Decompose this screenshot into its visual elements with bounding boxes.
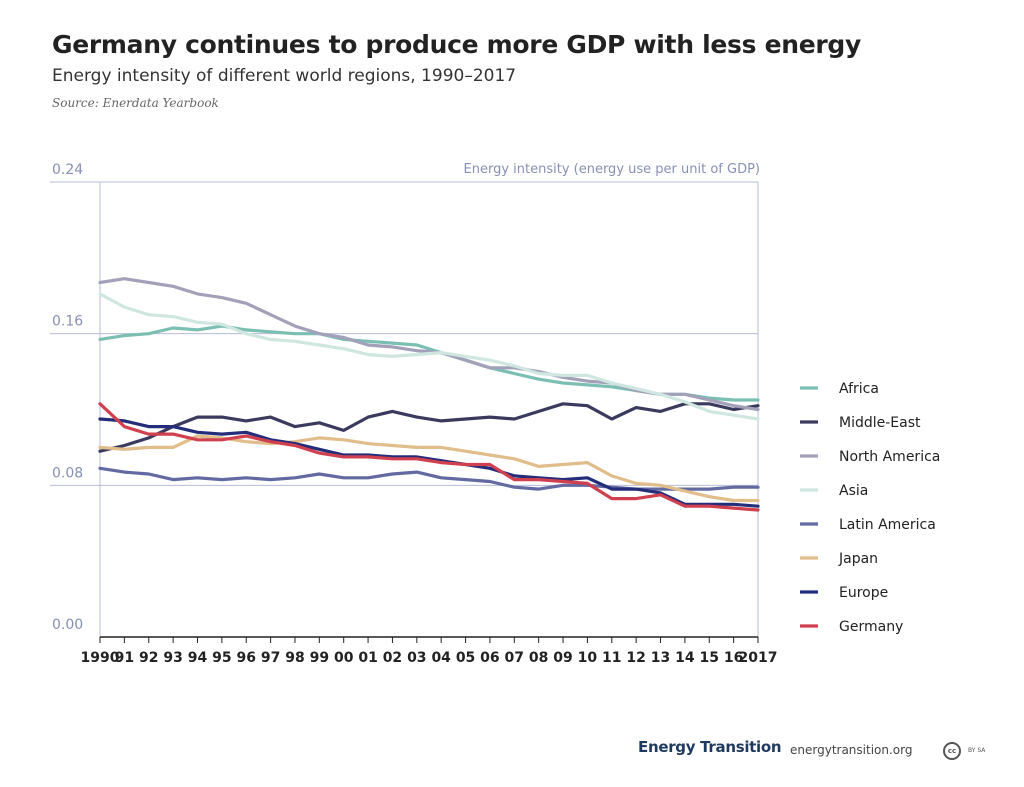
chart-subtitle: Energy intensity of different world regi… [52,66,517,86]
legend-label: Japan [838,551,878,567]
x-tick-label: 2017 [739,650,778,666]
x-tick-label: 13 [651,650,670,666]
x-tick-label: 07 [505,650,524,666]
y-tick-label: 0.00 [52,617,83,633]
x-tick-label: 12 [626,650,645,666]
x-tick-label: 04 [431,650,451,666]
x-tick-label: 00 [334,650,354,666]
x-tick-label: 95 [212,650,231,666]
y-tick-label: 0.08 [52,465,83,481]
x-tick-label: 06 [480,650,499,666]
y-tick-labels: 0.00 0.08 0.16 0.24 [52,162,83,633]
series-lines [98,277,760,512]
x-tick-label: 14 [675,650,695,666]
site-url[interactable]: energytransition.org [790,743,913,757]
x-tick-label: 08 [529,650,548,666]
x-tick-label: 1990 [81,650,120,666]
x-tick-label: 01 [358,650,377,666]
chart-source: Source: Enerdata Yearbook [52,96,219,110]
series-line-japan [98,434,760,503]
series-line-africa [98,324,760,402]
x-tick-label: 16 [724,650,743,666]
x-tick-label: 09 [553,650,572,666]
series-line-north-america [98,277,760,412]
y-tick-label: 0.16 [52,314,83,330]
series-line-germany [98,402,760,512]
x-tick-label: 05 [456,650,475,666]
x-tick-label: 96 [236,650,255,666]
x-tick-label: 10 [578,650,598,666]
y-tick-label: 0.24 [52,162,83,178]
x-tick-label: 98 [285,650,304,666]
brand-logo-text[interactable]: Energy Transition [638,738,782,756]
axes [99,182,759,643]
legend-label: Asia [839,483,868,499]
x-tick-label: 97 [261,650,280,666]
grid-lines [50,181,758,486]
x-tick-label: 02 [383,650,402,666]
legend-label: Latin America [839,517,936,533]
series-line-asia [98,292,760,421]
series-line-europe [98,417,760,508]
x-tick-label: 11 [602,650,621,666]
x-tick-label: 15 [700,650,719,666]
x-tick-label: 91 [115,650,134,666]
x-tick-label: 93 [163,650,182,666]
y-axis-label: Energy intensity (energy use per unit of… [464,162,761,177]
x-tick-label: 03 [407,650,426,666]
x-tick-label: 92 [139,650,158,666]
x-tick-label: 94 [188,650,208,666]
x-tick-label: 99 [310,650,329,666]
cc-license-text: BY SA [968,747,986,754]
legend: Africa Middle-East North America Asia Latin … [800,381,940,635]
series-line-latin-america [98,466,760,491]
legend-label: Germany [839,619,903,635]
cc-license-icon: cc [943,742,961,760]
legend-label: Middle-East [839,415,921,431]
legend-label: Africa [839,381,879,397]
series-line-middle-east [98,402,760,453]
chart-title: Germany continues to produce more GDP wi… [52,30,862,59]
legend-label: Europe [839,585,888,601]
legend-label: North America [839,449,940,465]
